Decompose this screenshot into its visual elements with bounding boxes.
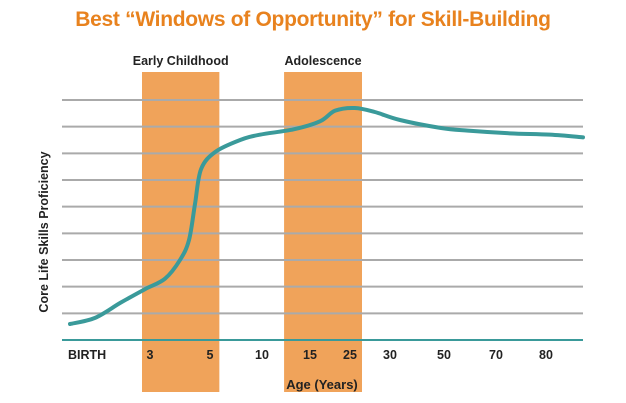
- band-label: Early Childhood: [133, 54, 229, 68]
- x-tick-label: 5: [207, 348, 214, 362]
- x-tick-label: 30: [383, 348, 397, 362]
- band-label: Adolescence: [284, 54, 361, 68]
- window-band: [284, 72, 362, 392]
- x-tick-label: 70: [489, 348, 503, 362]
- x-tick-label: 80: [539, 348, 553, 362]
- chart-title: Best “Windows of Opportunity” for Skill-…: [75, 8, 551, 31]
- x-tick-label: 10: [255, 348, 269, 362]
- x-tick-label: BIRTH: [68, 348, 106, 362]
- x-tick-label: 25: [343, 348, 357, 362]
- x-tick-label: 15: [303, 348, 317, 362]
- window-band: [142, 72, 220, 392]
- x-tick-label: 50: [437, 348, 451, 362]
- x-tick-label: 3: [147, 348, 154, 362]
- proficiency-curve: [68, 105, 585, 326]
- y-axis-label: Core Life Skills Proficiency: [37, 151, 51, 312]
- x-axis-label: Age (Years): [286, 377, 358, 392]
